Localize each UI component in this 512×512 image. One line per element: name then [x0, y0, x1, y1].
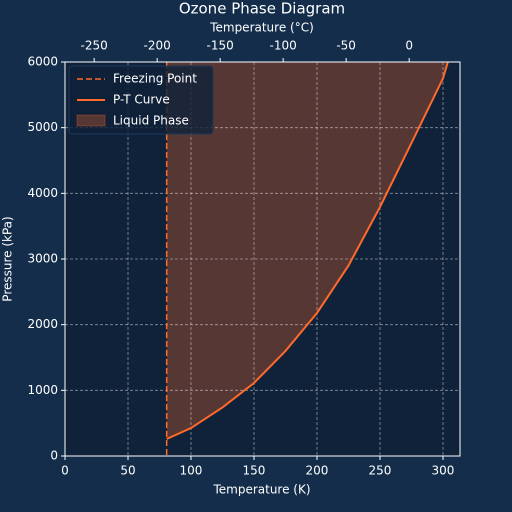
top-x-tick-label: -100	[270, 39, 297, 53]
y-tick-label: 6000	[27, 55, 58, 69]
liquid-phase-area	[166, 62, 448, 439]
y-tick-label: 4000	[27, 186, 58, 200]
top-x-tick-label: -150	[207, 39, 234, 53]
top-x-tick-label: -250	[81, 39, 108, 53]
pt-curve	[166, 61, 449, 440]
x-tick-label: 150	[243, 464, 266, 478]
y-tick-label: 0	[50, 449, 58, 463]
legend-swatch	[76, 114, 106, 127]
legend-box	[68, 65, 214, 135]
y-tick-label: 3000	[27, 252, 58, 266]
x-tick-label: 100	[180, 464, 203, 478]
x-tick-label: 250	[369, 464, 392, 478]
x-tick-label: 0	[61, 464, 69, 478]
y-tick-label: 2000	[27, 317, 58, 331]
top-axis-label: Temperature (°C)	[209, 21, 314, 35]
legend-label: Liquid Phase	[113, 114, 189, 128]
y-axis-label: Pressure (kPa)	[1, 216, 15, 301]
y-tick-label: 5000	[27, 120, 58, 134]
chart-title: Ozone Phase Diagram	[179, 0, 345, 18]
x-tick-label: 50	[120, 464, 135, 478]
legend-label: P-T Curve	[113, 93, 170, 107]
y-tick-label: 1000	[27, 383, 58, 397]
x-tick-label: 300	[432, 464, 455, 478]
x-axis-label: Temperature (K)	[212, 483, 310, 497]
axes-frame	[64, 61, 461, 457]
legend-label: Freezing Point	[113, 72, 197, 86]
x-tick-label: 200	[306, 464, 329, 478]
top-x-tick-label: 0	[405, 39, 413, 53]
top-x-tick-label: -50	[336, 39, 356, 53]
top-x-tick-label: -200	[144, 39, 171, 53]
